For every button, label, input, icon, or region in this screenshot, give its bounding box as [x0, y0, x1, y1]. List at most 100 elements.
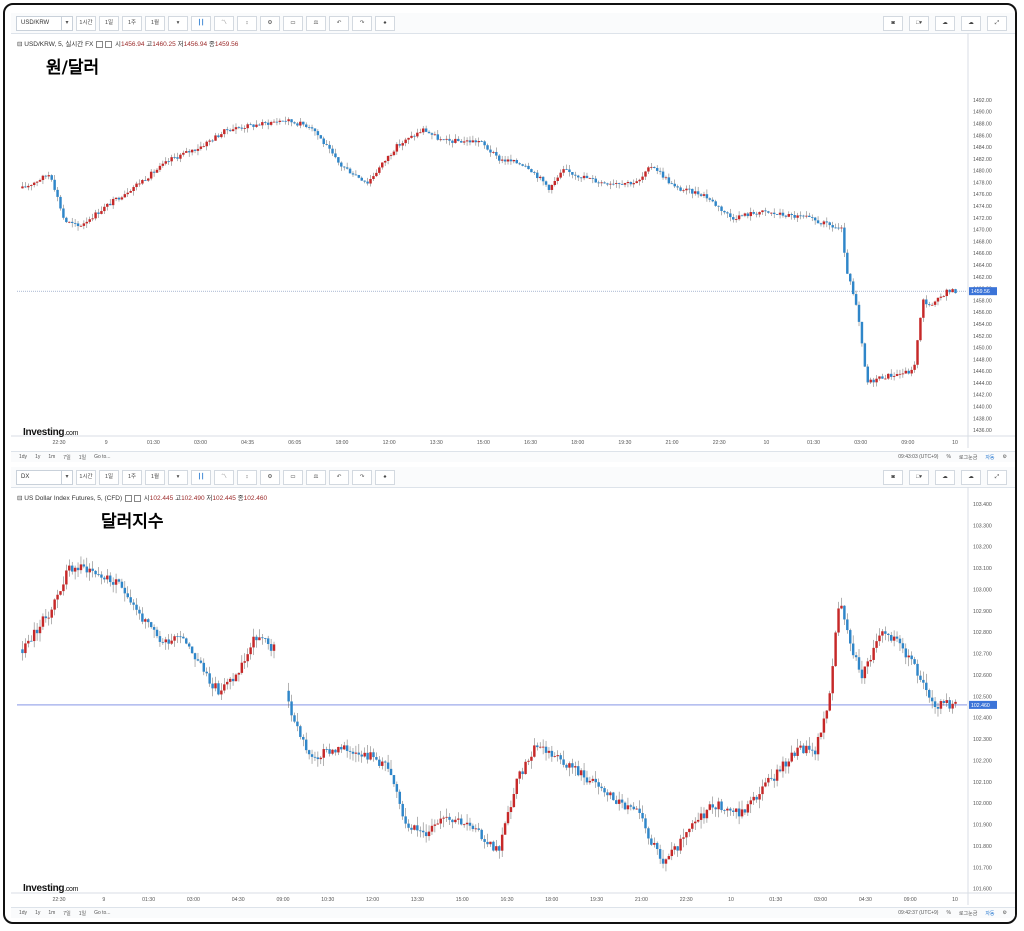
candle-body — [661, 171, 665, 178]
candle-type-icon[interactable]: ┃┃ — [191, 15, 211, 31]
settings-icon[interactable] — [133, 494, 141, 502]
high-label: 고 — [146, 41, 153, 48]
last-price-label: 1459.56 — [971, 289, 990, 295]
cloud-load-icon[interactable]: ☁ — [961, 16, 981, 31]
interval-1m-button[interactable]: 1월 — [145, 15, 165, 31]
candle-body — [699, 194, 703, 196]
cloud-load-icon[interactable]: ☁ — [961, 470, 981, 485]
interval-dropdown-icon[interactable]: ▾ — [168, 469, 188, 485]
candle-body — [266, 638, 270, 645]
fullscreen-icon[interactable]: ⤢ — [987, 16, 1007, 31]
camera-icon[interactable]: ◙ — [883, 16, 903, 31]
cloud-save-icon[interactable]: ☁ — [935, 16, 955, 31]
visibility-icon[interactable] — [96, 40, 104, 48]
candle-body — [691, 823, 694, 829]
candle-body — [813, 217, 817, 221]
goto-button[interactable]: Go to... — [94, 454, 111, 460]
candle-body — [685, 188, 688, 191]
template-icon[interactable]: ▭ — [283, 469, 303, 485]
symbol-input[interactable]: DX — [16, 469, 62, 485]
range-1d[interactable]: 1일 — [78, 454, 87, 461]
indicators-icon[interactable]: 〽 — [214, 15, 234, 31]
camera-icon[interactable]: ◙ — [883, 470, 903, 485]
symbol-dropdown-icon[interactable]: ▾ — [62, 469, 73, 485]
interval-1w-button[interactable]: 1주 — [122, 469, 142, 485]
interval-1d-button[interactable]: 1일 — [99, 469, 119, 485]
candlestick-chart[interactable]: 101.600 101.700 101.800 101.900 102.000 102.1… — [11, 487, 1015, 905]
candle-body — [881, 376, 884, 379]
candle-body — [223, 129, 226, 135]
auto-scale-toggle[interactable]: 자동 — [985, 910, 995, 917]
candle-body — [846, 619, 849, 631]
bell-icon[interactable]: ♠ — [375, 15, 395, 31]
interval-dropdown-icon[interactable]: ▾ — [168, 15, 188, 31]
range-1y[interactable]: 1y — [35, 454, 41, 460]
undo-icon[interactable]: ↶ — [329, 469, 349, 485]
range-7d[interactable]: 7일 — [63, 454, 71, 461]
range-1m[interactable]: 1m — [48, 454, 56, 460]
alert-icon[interactable]: ⚖ — [306, 469, 326, 485]
auto-scale-toggle[interactable]: 자동 — [985, 454, 995, 461]
alert-icon[interactable]: ⚖ — [306, 15, 326, 31]
settings-gear-icon[interactable]: ⚙ — [260, 469, 280, 485]
candle-type-icon[interactable]: ┃┃ — [191, 469, 211, 485]
interval-1h-button[interactable]: 1시간 — [76, 15, 96, 31]
candle-body — [887, 633, 890, 636]
x-tick-label: 9 — [102, 897, 105, 903]
y-tick-label: 1444.00 — [973, 381, 992, 387]
compare-icon[interactable]: ↕ — [237, 15, 257, 31]
settings-gear-icon[interactable]: ⚙ — [260, 15, 280, 31]
range-7d[interactable]: 7일 — [63, 910, 71, 917]
settings-icon[interactable] — [105, 40, 113, 48]
candle-body — [679, 187, 682, 191]
gear-icon[interactable]: ⚙ — [1002, 453, 1007, 460]
layout-icon[interactable]: □▾ — [909, 16, 929, 31]
y-tick-label: 102.500 — [973, 694, 992, 700]
range-1m[interactable]: 1m — [48, 910, 56, 916]
range-1y[interactable]: 1y — [35, 910, 41, 916]
candle-body — [465, 140, 469, 142]
candle-body — [275, 121, 279, 123]
range-1dy[interactable]: 1dy — [19, 910, 28, 916]
collapse-icon[interactable]: ⊟ — [17, 495, 23, 502]
redo-icon[interactable]: ↷ — [352, 15, 372, 31]
indicators-icon[interactable]: 〽 — [214, 469, 234, 485]
interval-1m-button[interactable]: 1월 — [145, 469, 165, 485]
interval-1d-button[interactable]: 1일 — [99, 15, 119, 31]
gear-icon[interactable]: ⚙ — [1002, 909, 1007, 916]
candle-body — [585, 175, 589, 179]
candle-body — [884, 631, 887, 634]
undo-icon[interactable]: ↶ — [329, 15, 349, 31]
template-icon[interactable]: ▭ — [283, 15, 303, 31]
cloud-save-icon[interactable]: ☁ — [935, 470, 955, 485]
symbol-dropdown-icon[interactable]: ▾ — [62, 15, 73, 31]
fullscreen-icon[interactable]: ⤢ — [987, 470, 1007, 485]
percent-toggle[interactable]: % — [946, 453, 951, 460]
candle-body — [386, 762, 390, 769]
layout-icon[interactable]: □▾ — [909, 470, 929, 485]
visibility-icon[interactable] — [124, 494, 132, 502]
goto-button[interactable]: Go to... — [94, 910, 111, 916]
log-scale-toggle[interactable]: 로그눈금 — [958, 454, 978, 461]
candle-body — [939, 701, 943, 709]
symbol-input[interactable]: USD/KRW — [16, 15, 62, 31]
collapse-icon[interactable]: ⊟ — [17, 41, 23, 48]
candle-body — [246, 124, 249, 129]
candle-body — [114, 197, 118, 199]
compare-icon[interactable]: ↕ — [237, 469, 257, 485]
candle-body — [70, 221, 74, 223]
range-1dy[interactable]: 1dy — [19, 454, 28, 460]
candle-body — [808, 745, 811, 750]
interval-1w-button[interactable]: 1주 — [122, 15, 142, 31]
log-scale-toggle[interactable]: 로그눈금 — [958, 910, 978, 917]
redo-icon[interactable]: ↷ — [352, 469, 372, 485]
candlestick-chart[interactable]: 1436.00 1438.00 1440.00 1442.00 1444.00 1446.… — [11, 33, 1015, 448]
percent-toggle[interactable]: % — [946, 909, 951, 916]
candle-body — [249, 124, 252, 126]
candle-body — [898, 638, 902, 644]
candle-body — [307, 127, 311, 128]
range-1d[interactable]: 1일 — [78, 910, 87, 917]
bell-icon[interactable]: ♠ — [375, 469, 395, 485]
x-tick-label: 04:30 — [232, 897, 245, 903]
interval-1h-button[interactable]: 1시간 — [76, 469, 96, 485]
